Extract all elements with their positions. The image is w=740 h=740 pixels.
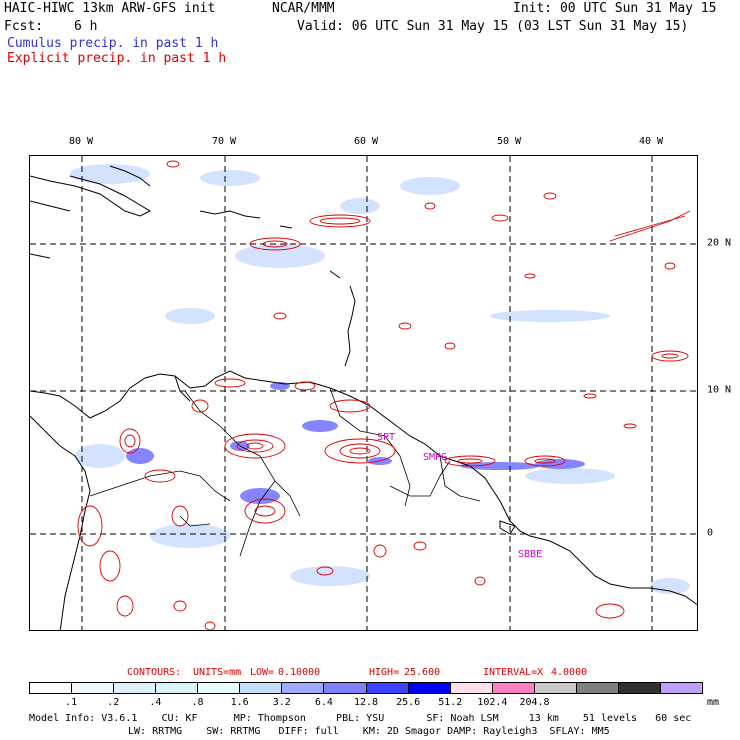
- colorbar-tick-label: 3.2: [272, 697, 291, 708]
- station-label-sbbe: SBBE: [518, 549, 543, 560]
- contour-interval-label: INTERVAL=X: [483, 667, 544, 678]
- colorbar-swatch: [324, 683, 367, 693]
- contour-units: UNITS=mm: [193, 667, 242, 678]
- legend-cumulus: Cumulus precip. in past 1 h: [7, 36, 219, 51]
- map-frame: SPT SMPG SBBE: [29, 155, 698, 631]
- colorbar-swatch: [198, 683, 241, 693]
- lat-label-20n: 20 N: [707, 237, 732, 249]
- lat-lon-grid: [30, 156, 697, 630]
- colorbar-swatch: [114, 683, 157, 693]
- map-title: HAIC-HIWC 13km ARW-GFS init: [4, 1, 216, 16]
- org-label: NCAR/MMM: [272, 1, 335, 16]
- colorbar-tick-label: .8: [191, 697, 204, 708]
- colorbar-swatch: [492, 683, 535, 693]
- colorbar-tick-label: 204.8: [519, 697, 550, 708]
- colorbar-swatch: [576, 683, 619, 693]
- colorbar-tick-label: 51.2: [438, 697, 463, 708]
- colorbar-swatch: [618, 683, 661, 693]
- colorbar-tick-label: 1.6: [230, 697, 249, 708]
- legend-explicit: Explicit precip. in past 1 h: [7, 51, 227, 66]
- colorbar-swatch: [408, 683, 451, 693]
- lat-label-10n: 10 N: [707, 384, 732, 396]
- contour-label: CONTOURS:: [127, 667, 182, 678]
- precip-colorbar: [29, 682, 703, 694]
- model-info-line1: Model Info: V3.6.1 CU: KF MP: Thompson P…: [29, 713, 692, 724]
- cumulus-precip-areas: [70, 164, 690, 594]
- lon-label-50w: 50 W: [496, 136, 522, 147]
- station-label-spt: SPT: [377, 432, 396, 443]
- colorbar-tick-label: 12.8: [353, 697, 379, 708]
- lon-label-80w: 80 W: [68, 136, 94, 147]
- explicit-precip-contours: [77, 160, 691, 630]
- colorbar-tick-label: .4: [149, 697, 162, 708]
- contour-interval-value: 4.0000: [551, 667, 588, 678]
- colorbar-swatch: [240, 683, 283, 693]
- colorbar-swatch: [660, 683, 702, 693]
- lon-label-70w: 70 W: [211, 136, 237, 147]
- colorbar-units: mm: [707, 697, 720, 708]
- lon-label-40w: 40 W: [638, 136, 664, 147]
- model-info-line2: LW: RRTMG SW: RRTMG DIFF: full KM: 2D Sm…: [128, 726, 610, 737]
- station-label-smpg: SMPG: [423, 452, 448, 463]
- init-time: Init: 00 UTC Sun 31 May 15: [513, 1, 717, 16]
- lat-label-0: 0: [707, 527, 714, 539]
- colorbar-swatch: [72, 683, 115, 693]
- colorbar-tick-label: .2: [107, 697, 120, 708]
- colorbar-swatch: [156, 683, 199, 693]
- colorbar-swatch: [366, 683, 409, 693]
- fcst-label: Fcst:: [4, 19, 44, 34]
- fcst-value: 6 h: [74, 19, 98, 34]
- contour-low-label: LOW=: [250, 667, 275, 678]
- contour-low-value: 0.10000: [278, 667, 321, 678]
- colorbar-tick-label: .1: [65, 697, 78, 708]
- contour-high-value: 25.600: [404, 667, 441, 678]
- colorbar-swatch: [534, 683, 577, 693]
- colorbar-tick-label: 102.4: [477, 697, 508, 708]
- colorbar-swatch: [282, 683, 325, 693]
- coastline: [30, 165, 697, 630]
- contour-high-label: HIGH=: [369, 667, 400, 678]
- colorbar-tick-label: 6.4: [314, 697, 333, 708]
- colorbar-tick-label: 25.6: [396, 697, 421, 708]
- map-svg: [30, 156, 697, 630]
- valid-time: Valid: 06 UTC Sun 31 May 15 (03 LST Sun …: [297, 19, 689, 34]
- colorbar-swatch: [450, 683, 493, 693]
- colorbar-swatch: [30, 683, 73, 693]
- lon-label-60w: 60 W: [353, 136, 379, 147]
